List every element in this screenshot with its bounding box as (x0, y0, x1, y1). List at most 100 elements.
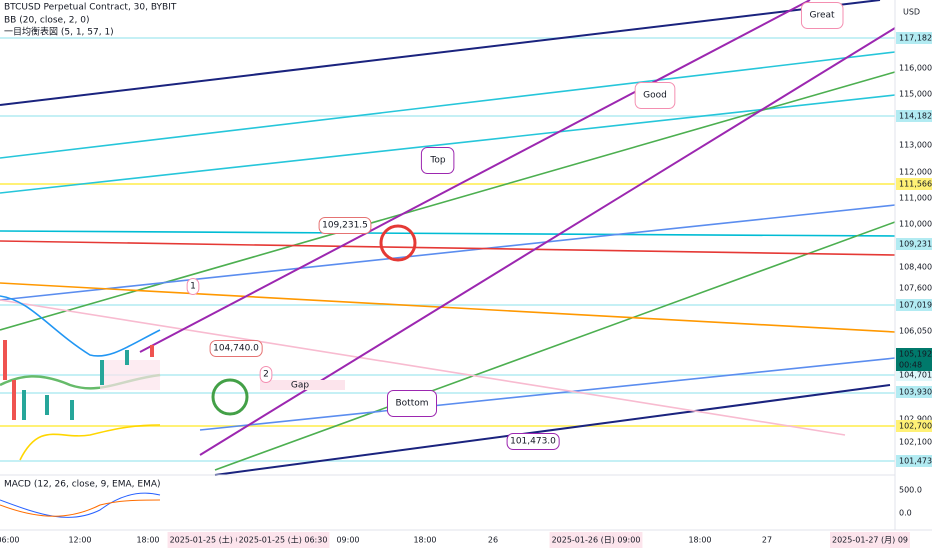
ichimoku-lag (19, 424, 161, 461)
annotation-box (420, 147, 455, 174)
bb-upper (0, 295, 161, 357)
trend-line (0, 71, 896, 331)
price-label: 103,930.5 (899, 388, 932, 397)
price-label: 109,231.5 (899, 240, 932, 249)
time-label: 12:00 (68, 536, 91, 545)
candle (3, 340, 7, 380)
price-label: 112,000.0 (899, 168, 932, 177)
trend-line (0, 282, 896, 333)
candle (45, 395, 49, 415)
price-tag (896, 32, 932, 44)
price-tag (896, 299, 932, 311)
trend-line (0, 299, 846, 436)
annotation-box (259, 366, 273, 383)
currency: USD (903, 8, 920, 17)
trend-line (199, 357, 896, 431)
price-label: 114,182.5 (899, 112, 932, 121)
gap-box (260, 380, 345, 390)
cloud (100, 360, 160, 390)
annotation: Great (809, 11, 835, 21)
time-label: 06:00 (0, 536, 20, 545)
price-label: 102,700.0 (899, 422, 932, 431)
candle (22, 390, 26, 420)
annotation-box (209, 340, 263, 357)
time-label: 26 (488, 536, 498, 545)
price-label: 111,566.0 (899, 180, 932, 189)
indicator-label: BB (20, close, 2, 0) (4, 16, 89, 26)
annotation-box (634, 82, 676, 109)
candle (70, 400, 74, 420)
price-label: 110,000.0 (899, 220, 932, 229)
countdown: 00:48 (899, 361, 922, 370)
time-tag (549, 532, 643, 548)
price-label: 111,000.0 (899, 194, 932, 203)
annotation: Bottom (395, 399, 428, 409)
price-label: 106,050.0 (899, 327, 932, 336)
time-label: 2025-01-25 (土) 00:00 (170, 535, 259, 545)
time-label: 2025-01-26 (日) 09:00 (552, 536, 641, 545)
price-tag (896, 110, 932, 122)
price-label: 107,019.0 (899, 301, 932, 310)
time-label: 18:00 (688, 536, 711, 545)
trend-line (214, 221, 896, 471)
annotation-box (800, 2, 844, 29)
price-label: 105,192.0 (899, 350, 932, 359)
annotation: 2 (263, 370, 269, 380)
price-label: 104,701.5 (899, 371, 932, 380)
smiley (211, 378, 249, 416)
time-label: 2025-01-25 (土) 06:30 (239, 535, 328, 545)
trend-line (0, 51, 896, 159)
price-label: 107,600.0 (899, 284, 932, 293)
annotation: 101,473.0 (510, 437, 556, 447)
annotation-box (318, 217, 372, 234)
annotation: Good (643, 91, 667, 101)
candle (12, 380, 16, 420)
price-label: 108,400.0 (899, 263, 932, 272)
time-label: 27 (762, 536, 772, 545)
price-label: 102,100.0 (899, 438, 932, 447)
annotation: 104,740.0 (213, 344, 259, 354)
annotation-box (186, 278, 200, 295)
price-label: 102,900.0 (899, 415, 932, 424)
price-tag (896, 360, 932, 371)
price-tag (896, 369, 932, 381)
price-tag (896, 455, 932, 467)
price-tag (896, 420, 932, 432)
annotation-box (386, 390, 438, 417)
trend-line (214, 384, 891, 476)
smiley (379, 224, 417, 262)
candle (150, 345, 154, 357)
drawings (0, 0, 896, 476)
macd-label: MACD (12, 26, close, 9, EMA, EMA) (4, 480, 161, 490)
price-label: 116,000.0 (899, 64, 932, 73)
annotation: Gap (291, 381, 309, 391)
candle (125, 350, 129, 365)
price-tag (896, 386, 932, 398)
time-label: 2025-01-27 (月) 09 (832, 536, 908, 545)
trend-line (0, 240, 896, 256)
price-label: 500.0 (899, 486, 922, 495)
candles (3, 340, 154, 420)
trend-line (0, 0, 881, 106)
candle (100, 360, 104, 385)
macd-signal (0, 499, 161, 517)
price-tag (896, 238, 932, 250)
price-label: 0.0 (899, 509, 912, 518)
annotation: Top (429, 156, 445, 166)
trend-line (0, 94, 896, 194)
price-label: 115,000.0 (899, 90, 932, 99)
annotation-box (506, 433, 560, 450)
price-tag (896, 178, 932, 190)
trend-line (0, 204, 896, 301)
time-tag (236, 532, 330, 548)
trend-line (0, 230, 896, 237)
indicator-label: 一目均衡表図 (5, 1, 57, 1) (4, 26, 114, 38)
macd-line (0, 492, 161, 518)
symbol-title: BTCUSD Perpetual Contract, 30, BYBIT (4, 3, 177, 13)
price-label: 101,473.0 (899, 457, 932, 466)
time-label: 18:00 (413, 536, 436, 545)
price-label: 117,182.0 (899, 34, 932, 43)
time-tag (830, 532, 910, 548)
